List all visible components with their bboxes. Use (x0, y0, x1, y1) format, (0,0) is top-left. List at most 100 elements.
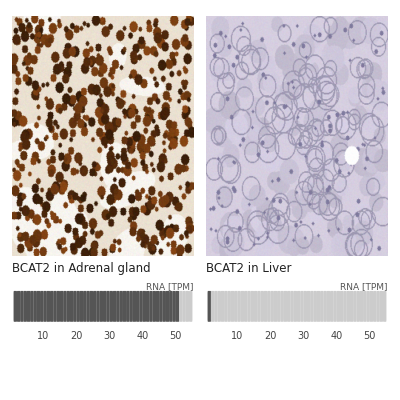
FancyBboxPatch shape (284, 291, 287, 322)
FancyBboxPatch shape (333, 291, 337, 322)
FancyBboxPatch shape (189, 291, 192, 322)
FancyBboxPatch shape (83, 291, 86, 322)
Text: 50: 50 (364, 331, 376, 341)
FancyBboxPatch shape (166, 291, 169, 322)
FancyBboxPatch shape (270, 291, 274, 322)
FancyBboxPatch shape (346, 291, 350, 322)
FancyBboxPatch shape (146, 291, 150, 322)
FancyBboxPatch shape (287, 291, 290, 322)
FancyBboxPatch shape (228, 291, 231, 322)
FancyBboxPatch shape (80, 291, 83, 322)
FancyBboxPatch shape (337, 291, 340, 322)
FancyBboxPatch shape (247, 291, 251, 322)
FancyBboxPatch shape (317, 291, 320, 322)
FancyBboxPatch shape (106, 291, 110, 322)
FancyBboxPatch shape (231, 291, 234, 322)
FancyBboxPatch shape (280, 291, 284, 322)
Text: 30: 30 (104, 331, 116, 341)
FancyBboxPatch shape (120, 291, 123, 322)
FancyBboxPatch shape (376, 291, 380, 322)
Text: 40: 40 (136, 331, 149, 341)
FancyBboxPatch shape (93, 291, 96, 322)
FancyBboxPatch shape (304, 291, 307, 322)
Text: 30: 30 (298, 331, 310, 341)
FancyBboxPatch shape (244, 291, 248, 322)
FancyBboxPatch shape (47, 291, 50, 322)
FancyBboxPatch shape (323, 291, 327, 322)
FancyBboxPatch shape (257, 291, 261, 322)
FancyBboxPatch shape (53, 291, 57, 322)
FancyBboxPatch shape (208, 291, 211, 322)
FancyBboxPatch shape (143, 291, 146, 322)
FancyBboxPatch shape (152, 291, 156, 322)
FancyBboxPatch shape (27, 291, 30, 322)
FancyBboxPatch shape (96, 291, 100, 322)
FancyBboxPatch shape (86, 291, 90, 322)
FancyBboxPatch shape (90, 291, 93, 322)
FancyBboxPatch shape (139, 291, 143, 322)
FancyBboxPatch shape (294, 291, 297, 322)
FancyBboxPatch shape (353, 291, 357, 322)
FancyBboxPatch shape (370, 291, 373, 322)
FancyBboxPatch shape (172, 291, 176, 322)
FancyBboxPatch shape (73, 291, 77, 322)
FancyBboxPatch shape (37, 291, 40, 322)
FancyBboxPatch shape (179, 291, 182, 322)
FancyBboxPatch shape (264, 291, 267, 322)
Text: BCAT2 in Liver: BCAT2 in Liver (206, 262, 292, 275)
Text: 10: 10 (231, 331, 244, 341)
FancyBboxPatch shape (133, 291, 136, 322)
FancyBboxPatch shape (363, 291, 366, 322)
FancyBboxPatch shape (20, 291, 24, 322)
FancyBboxPatch shape (76, 291, 80, 322)
FancyBboxPatch shape (60, 291, 63, 322)
FancyBboxPatch shape (103, 291, 106, 322)
Text: 10: 10 (37, 331, 50, 341)
FancyBboxPatch shape (237, 291, 241, 322)
FancyBboxPatch shape (24, 291, 27, 322)
FancyBboxPatch shape (182, 291, 186, 322)
FancyBboxPatch shape (40, 291, 44, 322)
FancyBboxPatch shape (30, 291, 34, 322)
FancyBboxPatch shape (123, 291, 126, 322)
Text: 40: 40 (330, 331, 343, 341)
FancyBboxPatch shape (116, 291, 120, 322)
FancyBboxPatch shape (274, 291, 277, 322)
Text: RNA [TPM]: RNA [TPM] (340, 282, 387, 291)
FancyBboxPatch shape (218, 291, 221, 322)
FancyBboxPatch shape (129, 291, 133, 322)
FancyBboxPatch shape (383, 291, 386, 322)
FancyBboxPatch shape (350, 291, 353, 322)
FancyBboxPatch shape (66, 291, 70, 322)
Text: RNA [TPM]: RNA [TPM] (146, 282, 193, 291)
FancyBboxPatch shape (254, 291, 257, 322)
Text: BCAT2 in Adrenal gland: BCAT2 in Adrenal gland (12, 262, 151, 275)
FancyBboxPatch shape (156, 291, 159, 322)
FancyBboxPatch shape (100, 291, 103, 322)
FancyBboxPatch shape (34, 291, 37, 322)
FancyBboxPatch shape (320, 291, 324, 322)
FancyBboxPatch shape (277, 291, 280, 322)
FancyBboxPatch shape (314, 291, 317, 322)
FancyBboxPatch shape (300, 291, 304, 322)
FancyBboxPatch shape (380, 291, 383, 322)
FancyBboxPatch shape (176, 291, 179, 322)
FancyBboxPatch shape (343, 291, 347, 322)
FancyBboxPatch shape (340, 291, 344, 322)
FancyBboxPatch shape (234, 291, 238, 322)
FancyBboxPatch shape (260, 291, 264, 322)
FancyBboxPatch shape (43, 291, 47, 322)
FancyBboxPatch shape (56, 291, 60, 322)
FancyBboxPatch shape (162, 291, 166, 322)
FancyBboxPatch shape (136, 291, 140, 322)
FancyBboxPatch shape (149, 291, 153, 322)
FancyBboxPatch shape (110, 291, 113, 322)
Text: 20: 20 (70, 331, 83, 341)
FancyBboxPatch shape (126, 291, 130, 322)
FancyBboxPatch shape (211, 291, 214, 322)
FancyBboxPatch shape (366, 291, 370, 322)
FancyBboxPatch shape (290, 291, 294, 322)
FancyBboxPatch shape (113, 291, 116, 322)
FancyBboxPatch shape (221, 291, 224, 322)
FancyBboxPatch shape (17, 291, 20, 322)
